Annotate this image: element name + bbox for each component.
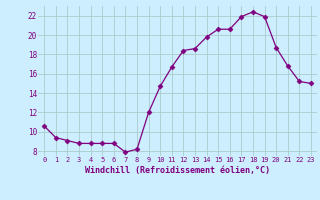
- X-axis label: Windchill (Refroidissement éolien,°C): Windchill (Refroidissement éolien,°C): [85, 166, 270, 175]
